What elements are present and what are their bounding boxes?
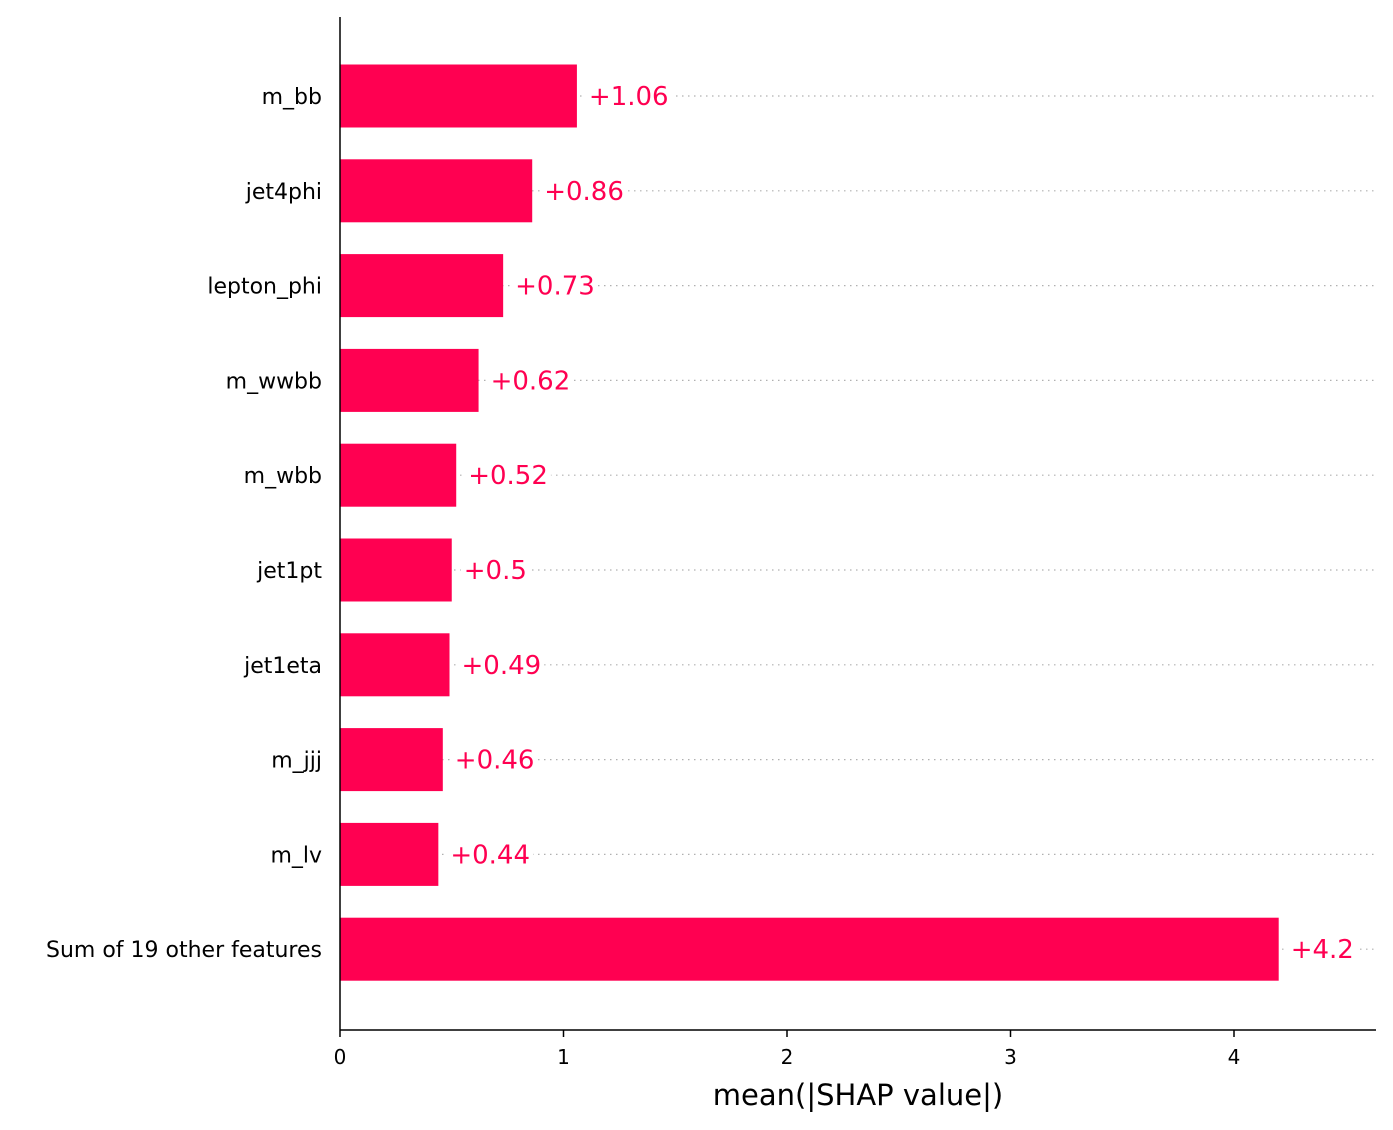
value-label-backing [465,461,551,492]
x-ticks-group: 0 1 2 3 4 [334,1030,1241,1069]
bar [340,443,457,507]
x-tick-label: 3 [1004,1045,1017,1069]
category-labels-group: m_bb jet4phi lepton_phi m_wwbb m_wbb jet1pt je… [46,85,322,963]
category-label: m_lv [270,843,322,868]
x-tick-label: 1 [557,1045,570,1069]
value-label-backing [460,556,530,586]
category-label: m_jjj [271,749,322,774]
bar-value-label: +0.73 [515,272,595,302]
bar [340,822,439,886]
bar-value-label: +0.86 [544,177,624,207]
bars-group [340,64,1279,981]
value-label-backing [447,840,534,871]
category-label: m_wbb [244,464,322,489]
value-label-backing [487,366,574,397]
category-label: lepton_phi [207,275,322,300]
bar [340,538,452,602]
category-label: jet1eta [243,654,322,679]
x-tick-label: 0 [334,1045,347,1069]
x-tick-label: 2 [781,1045,794,1069]
category-label: m_wwbb [226,369,322,394]
bar-value-label: +0.46 [455,746,535,776]
category-label: jet4phi [245,180,322,205]
bar-value-label: +4.2 [1291,935,1354,965]
value-label-backing [512,271,598,302]
bar-value-label: +0.49 [462,651,542,681]
bar-value-label: +0.44 [450,840,530,870]
category-label: Sum of 19 other features [46,938,322,963]
bar-value-label: +0.5 [464,556,527,586]
bar [340,633,450,697]
category-label: m_bb [262,85,322,110]
x-tick-label: 4 [1228,1045,1241,1069]
category-label: jet1pt [256,559,322,584]
value-label-backing [1287,935,1357,966]
bar [340,159,533,223]
value-label-backing [541,176,627,207]
bar-value-label: +1.06 [589,82,669,112]
value-label-backing [458,650,545,681]
bar [340,728,443,792]
x-axis-title: mean(|SHAP value|) [713,1078,1003,1112]
guide-lines [340,95,1376,950]
axes-group [339,17,1376,1031]
bar-value-label: +0.62 [491,366,571,396]
bar [340,254,504,318]
bar [340,348,479,412]
value-label-backing [585,82,672,112]
bar-value-label: +0.52 [468,461,548,491]
value-label-backing [451,745,538,776]
bar [340,64,577,128]
bar [340,917,1279,981]
value-labels-group: +1.06 +0.86 +0.73 +0.62 +0.52 +0.5 +0.49 +0.46 +… [447,82,1357,966]
